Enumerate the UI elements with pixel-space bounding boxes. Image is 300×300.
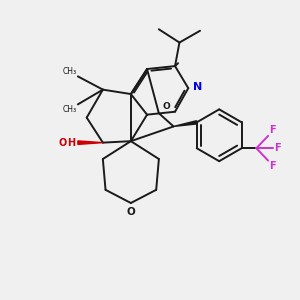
- Text: N: N: [193, 82, 202, 92]
- Text: F: F: [274, 143, 281, 153]
- Text: O: O: [127, 207, 135, 218]
- Text: O: O: [58, 138, 67, 148]
- Text: CH₃: CH₃: [62, 105, 76, 114]
- Text: F: F: [269, 125, 276, 135]
- Text: CH₃: CH₃: [62, 67, 76, 76]
- Text: H: H: [67, 138, 75, 148]
- Polygon shape: [174, 121, 197, 126]
- Polygon shape: [78, 141, 103, 144]
- Text: F: F: [269, 161, 276, 171]
- Text: O: O: [162, 102, 170, 111]
